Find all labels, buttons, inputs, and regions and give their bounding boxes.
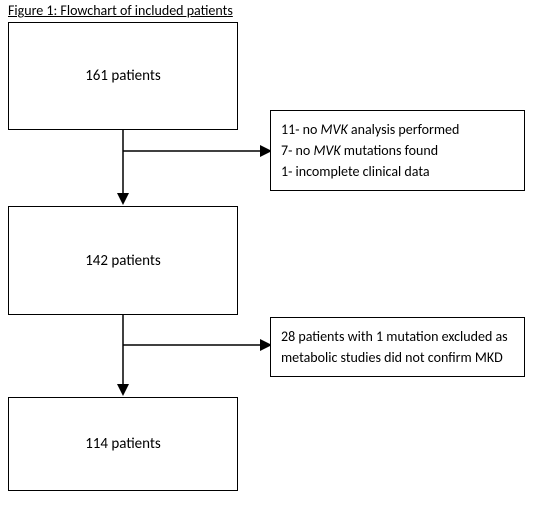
ann1-line2: 7- no MVK mutations found [281,140,514,161]
ann2-text: 28 patients with 1 mutation excluded as … [281,328,508,366]
box-3-label: 114 patients [85,435,161,453]
connector-1 [0,130,280,210]
ann1-line3: 1- incomplete clinical data [281,161,514,182]
exclusion-annotation-2: 28 patients with 1 mutation excluded as … [270,317,525,377]
box-1-label: 161 patients [85,67,161,85]
flowchart-box-3: 114 patients [8,397,238,491]
flowchart-box-1: 161 patients [8,22,238,130]
ann1-line1: 11- no MVK analysis performed [281,119,514,140]
figure-title: Figure 1: Flowchart of included patients [8,2,233,19]
box-2-label: 142 patients [85,252,161,270]
flowchart-box-2: 142 patients [8,206,238,315]
exclusion-annotation-1: 11- no MVK analysis performed 7- no MVK … [270,110,525,191]
connector-2 [0,315,280,401]
